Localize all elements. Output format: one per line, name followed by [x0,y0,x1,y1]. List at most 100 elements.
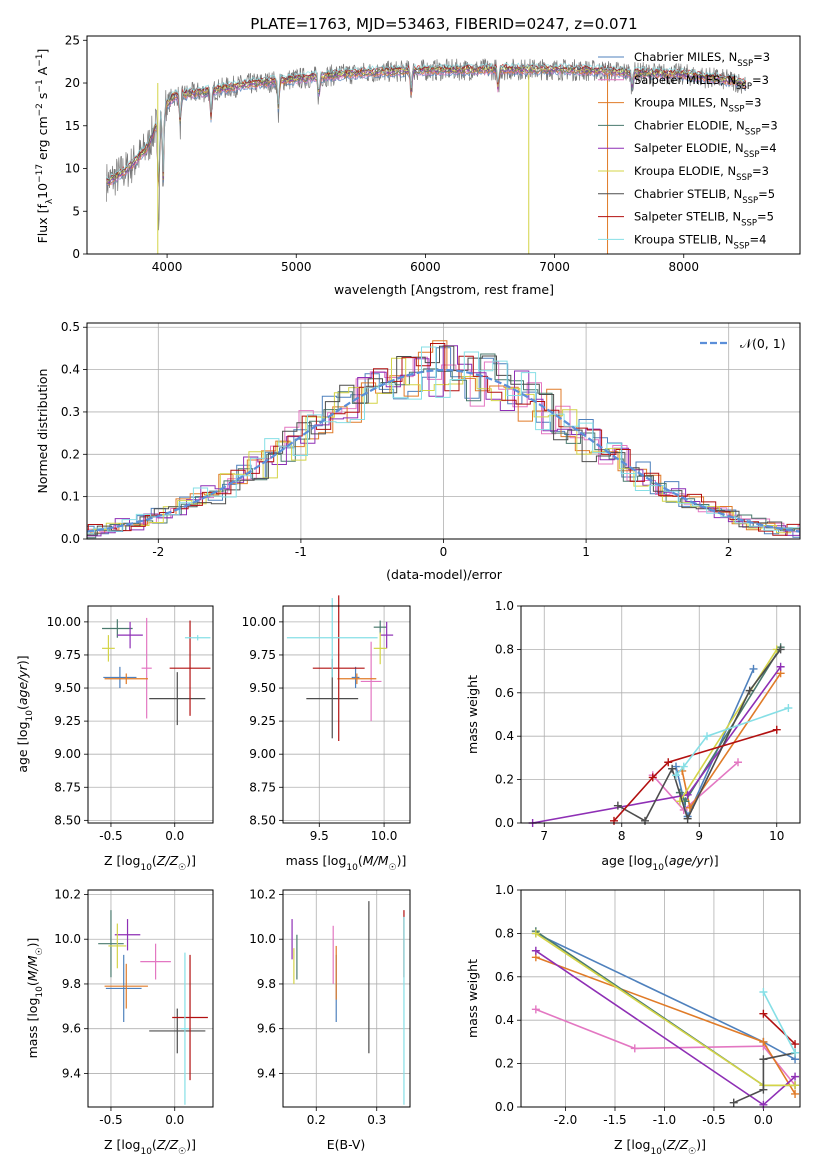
x-tick-label: 0 [440,545,448,559]
legend-label: Kroupa ELODIE, N [634,164,736,178]
y-tick-label: 10.2 [54,887,81,901]
y-tick-label: 9.8 [62,977,81,991]
y-axis-label: Flux [fλ10−17 erg cm−2 s−1 A−1] [35,49,55,244]
label-part: age/yr [15,664,30,705]
weight-marker [630,1044,639,1053]
x-tick-label: -0.5 [702,1113,725,1127]
label-part: 10 [140,863,152,873]
x-tick-label: -0.5 [99,829,122,843]
x-tick-label: -2 [152,545,164,559]
label-part: 10 [25,710,35,722]
label-part: −1 [35,54,45,67]
spectrum-lines [106,58,747,254]
label-part: )] [186,1137,196,1152]
label-part: ( [152,1137,157,1152]
legend-entry: Salpeter STELIB, NSSP=5 [634,210,774,229]
y-tick-label: 0.2 [495,1057,514,1071]
axes-frame [520,889,801,1108]
weight-marker [749,664,758,673]
histogram-series [87,345,800,536]
weight-marker [759,1037,768,1046]
weight-marker [729,1098,738,1107]
label-part: s [35,93,50,104]
x-tick-label: 4000 [152,260,183,274]
legend-sub: SSP [736,82,752,92]
label-part: −1 [35,79,45,92]
y-tick-label: 25 [65,33,80,47]
mass-vs-metallicity-panel: -0.5 0.09.49.69.810.010.2Z [log10(Z/Z☉)]m… [25,887,214,1157]
label-part: M/M [363,853,389,868]
y-tick-label: 0.8 [495,926,514,940]
axes-frame [86,35,801,255]
model-spectrum [106,62,747,180]
y-tick-label: 9.25 [54,714,81,728]
x-tick-label: 6000 [410,260,441,274]
label-part: −2 [35,103,45,116]
spectrum-panel: 4000 5000 6000 7000 8000 0 5 10 15 20 25 Chabrier M… [35,33,801,297]
weight-marker [531,946,540,955]
y-axis-label: mass weight [465,675,480,754]
weight-marker [791,1048,800,1057]
axes-frame [520,605,801,824]
y-tick-label: 9.75 [54,648,81,662]
legend-sub: SSP [744,150,760,160]
label-part: ☉ [389,863,397,873]
legend-sub: SSP [741,219,757,229]
legend-label: Salpeter STELIB, N [634,210,741,224]
weight-marker [776,662,785,671]
y-tick-label: 5 [72,204,80,218]
label-part: Flux [f [35,204,50,244]
weight-marker [759,1055,768,1064]
weight-marker [703,732,711,741]
legend-entry: Chabrier STELIB, NSSP=5 [634,187,775,206]
y-tick-label: 0.3 [61,405,80,419]
axes-frame [87,889,214,1108]
x-tick-label: -1.5 [603,1113,626,1127]
label-part: Z [log [614,1137,650,1152]
legend-entry: 𝒩(0, 1) [740,336,786,351]
residual-histogram-panel: -2 -1 0 1 2 0.0 0.1 0.2 0.3 0.4 0.5 𝒩(0, 1) (data-mo… [35,320,801,582]
y-tick-label: 1.0 [495,599,514,613]
weight-marker [531,929,540,938]
weight-marker [668,764,677,773]
weight-marker [745,686,754,695]
legend-label: Salpeter MILES, N [634,73,736,87]
legend-tail: =3 [752,73,769,87]
legend-entry: Chabrier MILES, NSSP=3 [634,50,770,69]
legend-sub: SSP [734,241,750,251]
y-tick-label: 0.5 [61,320,80,334]
legend-sub: SSP [742,196,758,206]
weight-marker [613,801,622,810]
label-part: age [log [601,853,652,868]
label-part: ( [662,1137,667,1152]
x-axis-label: Z [log10(Z/Z☉)] [104,853,196,873]
x-tick-label: 9.5 [310,829,329,843]
axes-frame [282,605,411,824]
weight-series-line [762,1013,796,1045]
y-axis-label: mass [log10(M/M☉)] [25,938,45,1059]
normal-pdf-curve [87,368,800,533]
label-part: ( [152,853,157,868]
weight-marker [672,771,680,780]
mass-weight-vs-metallicity-panel: -2.0 -1.5 -1.0 -0.5 0.0 0.0 0.2 0.4 0.6 0.8 1.0 mas… [465,883,801,1157]
x-tick-label: -0.5 [99,1113,122,1127]
weight-marker [784,703,793,712]
label-part: age/yr [669,853,710,868]
y-axis-label: age [log10(age/yr)] [15,655,35,772]
y-tick-label: 9.6 [257,1022,276,1036]
y-tick-label: 10.2 [249,887,276,901]
legend-entry: Kroupa ELODIE, NSSP=3 [634,164,769,183]
age-vs-metallicity-panel: -0.5 0.0 8.50 8.75 9.00 9.25 9.50 9.75 10.00 Z [l… [15,605,214,873]
label-part: erg cm [35,116,50,164]
x-tick-label: 10.0 [371,829,398,843]
x-tick-label: 7 [540,829,548,843]
x-tick-label: 0.2 [307,1113,326,1127]
y-tick-label: 9.6 [62,1022,81,1036]
legend-label: Kroupa MILES, N [634,96,729,110]
y-tick-label: 8.75 [54,780,81,794]
label-part: age [log [15,721,30,772]
label-part: )] [15,655,30,665]
x-tick-label: 0.0 [754,1113,773,1127]
y-tick-label: 10 [65,162,80,176]
